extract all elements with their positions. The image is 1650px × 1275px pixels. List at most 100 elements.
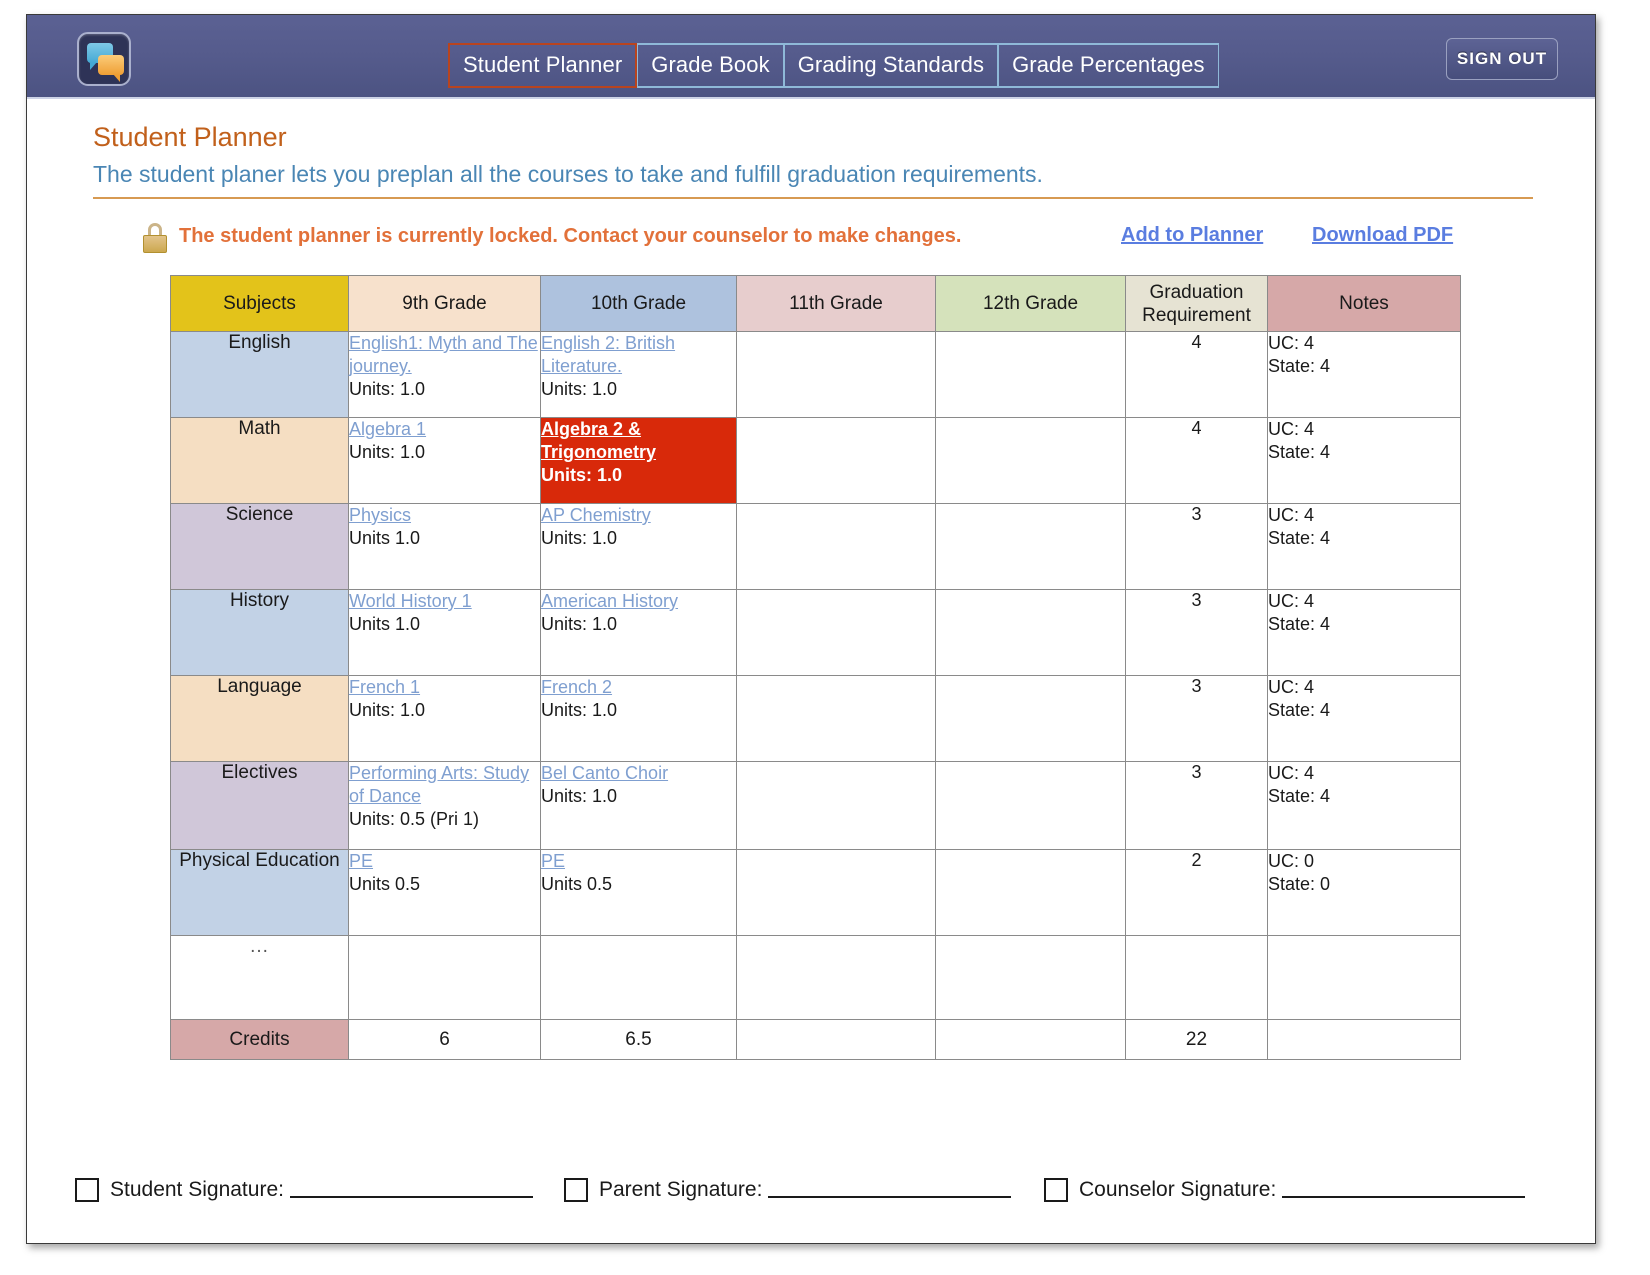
course-link[interactable]: Algebra 2 & Trigonometry xyxy=(541,419,657,462)
course-cell-11th[interactable] xyxy=(736,503,936,590)
note-state: State: 4 xyxy=(1268,700,1331,720)
graduation-requirement-value: 3 xyxy=(1125,503,1268,590)
table-row: ... xyxy=(170,935,1461,1020)
download-pdf-link[interactable]: Download PDF xyxy=(1312,224,1454,246)
note-state: State: 0 xyxy=(1268,874,1331,894)
table-row: English English1: Myth and The journey. … xyxy=(170,331,1461,418)
student-signature-line[interactable] xyxy=(289,1182,533,1198)
column-header-12th-grade: 12th Grade xyxy=(935,275,1126,332)
course-cell-11th[interactable] xyxy=(736,331,936,418)
course-link[interactable]: English 2: British Literature. xyxy=(541,333,676,376)
course-link[interactable]: French 1 xyxy=(349,677,421,697)
course-link[interactable]: PE xyxy=(541,851,566,871)
course-cell-9th[interactable]: Physics Units 1.0 xyxy=(348,503,541,590)
course-link[interactable]: Performing Arts: Study of Dance xyxy=(349,763,530,806)
subject-label-more[interactable]: ... xyxy=(170,935,349,1020)
course-cell-10th[interactable]: PE Units 0.5 xyxy=(540,849,737,936)
speech-bubble-orange-icon xyxy=(98,55,124,82)
course-units: Units: 1.0 xyxy=(541,786,618,806)
course-cell-12th[interactable] xyxy=(935,589,1126,676)
subject-label: Math xyxy=(170,417,349,504)
course-cell-9th[interactable]: World History 1 Units 1.0 xyxy=(348,589,541,676)
table-header-row: Subjects 9th Grade 10th Grade 11th Grade… xyxy=(170,275,1461,332)
table-row: Electives Performing Arts: Study of Danc… xyxy=(170,761,1461,850)
course-cell-12th[interactable] xyxy=(935,935,1126,1020)
parent-signature-line[interactable] xyxy=(768,1182,1012,1198)
tab-student-planner[interactable]: Student Planner xyxy=(448,43,638,88)
course-cell-10th[interactable]: French 2 Units: 1.0 xyxy=(540,675,737,762)
padlock-body xyxy=(143,235,167,253)
more-rows-ellipsis: ... xyxy=(250,936,269,957)
course-cell-10th[interactable]: English 2: British Literature. Units: 1.… xyxy=(540,331,737,418)
course-link[interactable]: Algebra 1 xyxy=(349,419,427,439)
course-cell-10th[interactable] xyxy=(540,935,737,1020)
note-state: State: 4 xyxy=(1268,356,1331,376)
subject-label: Electives xyxy=(170,761,349,850)
course-units: Units: 1.0 xyxy=(349,379,426,399)
credits-graduation-requirement: 22 xyxy=(1125,1019,1268,1060)
add-to-planner-link[interactable]: Add to Planner xyxy=(1121,224,1264,246)
course-cell-12th[interactable] xyxy=(935,331,1126,418)
course-cell-11th[interactable] xyxy=(736,589,936,676)
sign-out-button[interactable]: SIGN OUT xyxy=(1446,38,1558,80)
course-cell-12th[interactable] xyxy=(935,849,1126,936)
course-cell-12th[interactable] xyxy=(935,675,1126,762)
course-cell-9th[interactable]: Algebra 1 Units: 1.0 xyxy=(348,417,541,504)
note-uc: UC: 4 xyxy=(1268,677,1315,697)
tab-grading-standards[interactable]: Grading Standards xyxy=(783,43,999,88)
course-cell-11th[interactable] xyxy=(736,675,936,762)
course-link[interactable]: French 2 xyxy=(541,677,613,697)
course-units: Units 1.0 xyxy=(349,614,421,634)
subject-label: History xyxy=(170,589,349,676)
notes-cell xyxy=(1267,935,1461,1020)
course-cell-9th[interactable]: English1: Myth and The journey. Units: 1… xyxy=(348,331,541,418)
course-link[interactable]: Physics xyxy=(349,505,412,525)
padlock-icon xyxy=(143,223,167,253)
course-cell-12th[interactable] xyxy=(935,761,1126,850)
graduation-requirement-value: 2 xyxy=(1125,849,1268,936)
planner-table: Subjects 9th Grade 10th Grade 11th Grade… xyxy=(170,275,1461,1060)
course-link[interactable]: English1: Myth and The journey. xyxy=(349,333,538,376)
course-cell-9th[interactable] xyxy=(348,935,541,1020)
column-header-11th-grade: 11th Grade xyxy=(736,275,936,332)
course-cell-9th[interactable]: French 1 Units: 1.0 xyxy=(348,675,541,762)
credits-notes xyxy=(1267,1019,1461,1060)
course-link[interactable]: AP Chemistry xyxy=(541,505,651,525)
parent-signature-checkbox[interactable] xyxy=(564,1178,588,1202)
course-cell-10th[interactable]: AP Chemistry Units: 1.0 xyxy=(540,503,737,590)
course-link[interactable]: PE xyxy=(349,851,374,871)
course-units: Units 1.0 xyxy=(349,528,421,548)
padlock-shackle xyxy=(148,223,162,238)
counselor-signature-checkbox[interactable] xyxy=(1044,1178,1068,1202)
tab-grade-book[interactable]: Grade Book xyxy=(637,43,784,88)
course-cell-11th[interactable] xyxy=(736,935,936,1020)
course-units: Units 0.5 xyxy=(541,874,613,894)
notes-cell: UC: 4 State: 4 xyxy=(1267,675,1461,762)
course-link[interactable]: World History 1 xyxy=(349,591,472,611)
counselor-signature-line[interactable] xyxy=(1282,1182,1526,1198)
app-logo[interactable] xyxy=(77,32,131,86)
course-cell-11th[interactable] xyxy=(736,761,936,850)
course-link[interactable]: American History xyxy=(541,591,679,611)
course-cell-11th[interactable] xyxy=(736,849,936,936)
credits-11th xyxy=(736,1019,936,1060)
course-cell-9th[interactable]: PE Units 0.5 xyxy=(348,849,541,936)
credits-row: Credits 6 6.5 22 xyxy=(170,1019,1461,1060)
graduation-requirement-value: 4 xyxy=(1125,417,1268,504)
student-signature-checkbox[interactable] xyxy=(75,1178,99,1202)
course-cell-11th[interactable] xyxy=(736,417,936,504)
course-cell-10th[interactable]: American History Units: 1.0 xyxy=(540,589,737,676)
course-cell-10th-selected[interactable]: Algebra 2 & Trigonometry Units: 1.0 xyxy=(540,417,737,504)
course-link[interactable]: Bel Canto Choir xyxy=(541,763,669,783)
notes-cell: UC: 4 State: 4 xyxy=(1267,331,1461,418)
tab-grade-percentages[interactable]: Grade Percentages xyxy=(998,43,1219,88)
graduation-requirement-value: 3 xyxy=(1125,761,1268,850)
graduation-requirement-value xyxy=(1125,935,1268,1020)
graduation-requirement-value: 4 xyxy=(1125,331,1268,418)
course-cell-9th[interactable]: Performing Arts: Study of Dance Units: 0… xyxy=(348,761,541,850)
course-cell-10th[interactable]: Bel Canto Choir Units: 1.0 xyxy=(540,761,737,850)
course-cell-12th[interactable] xyxy=(935,417,1126,504)
course-cell-12th[interactable] xyxy=(935,503,1126,590)
subject-label: English xyxy=(170,331,349,418)
table-row: Science Physics Units 1.0 AP Chemistry U… xyxy=(170,503,1461,590)
